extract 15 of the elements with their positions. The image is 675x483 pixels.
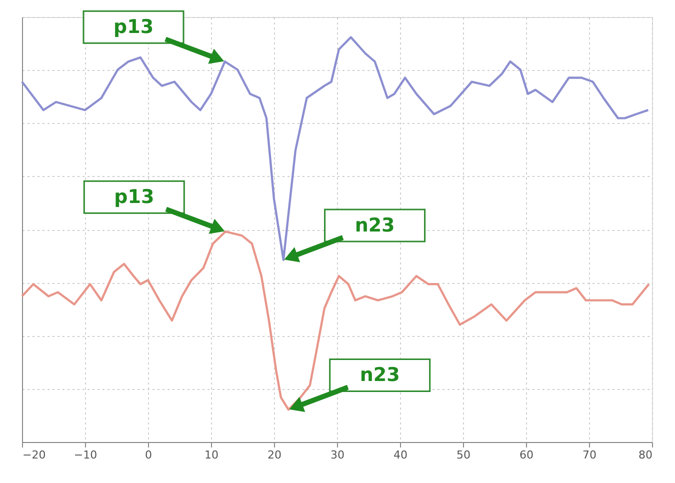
annotation: p13 [113, 16, 154, 38]
x-tick-label: −10 [74, 448, 98, 462]
x-tick-label: 50 [456, 448, 470, 462]
x-tick-label: 20 [268, 448, 282, 462]
x-tick-label: 30 [330, 448, 344, 462]
x-tick-label: −20 [22, 448, 46, 462]
x-tick-label: 40 [394, 448, 408, 462]
x-tick-label: 60 [520, 448, 534, 462]
x-tick-label: 70 [582, 448, 596, 462]
x-tick-label: 10 [204, 448, 218, 462]
annotation: n23 [354, 214, 395, 236]
annotation: n23 [360, 364, 400, 386]
x-tick-label: 80 [638, 448, 652, 462]
x-tick-label: 0 [145, 448, 152, 462]
annotation: p13 [114, 186, 154, 208]
